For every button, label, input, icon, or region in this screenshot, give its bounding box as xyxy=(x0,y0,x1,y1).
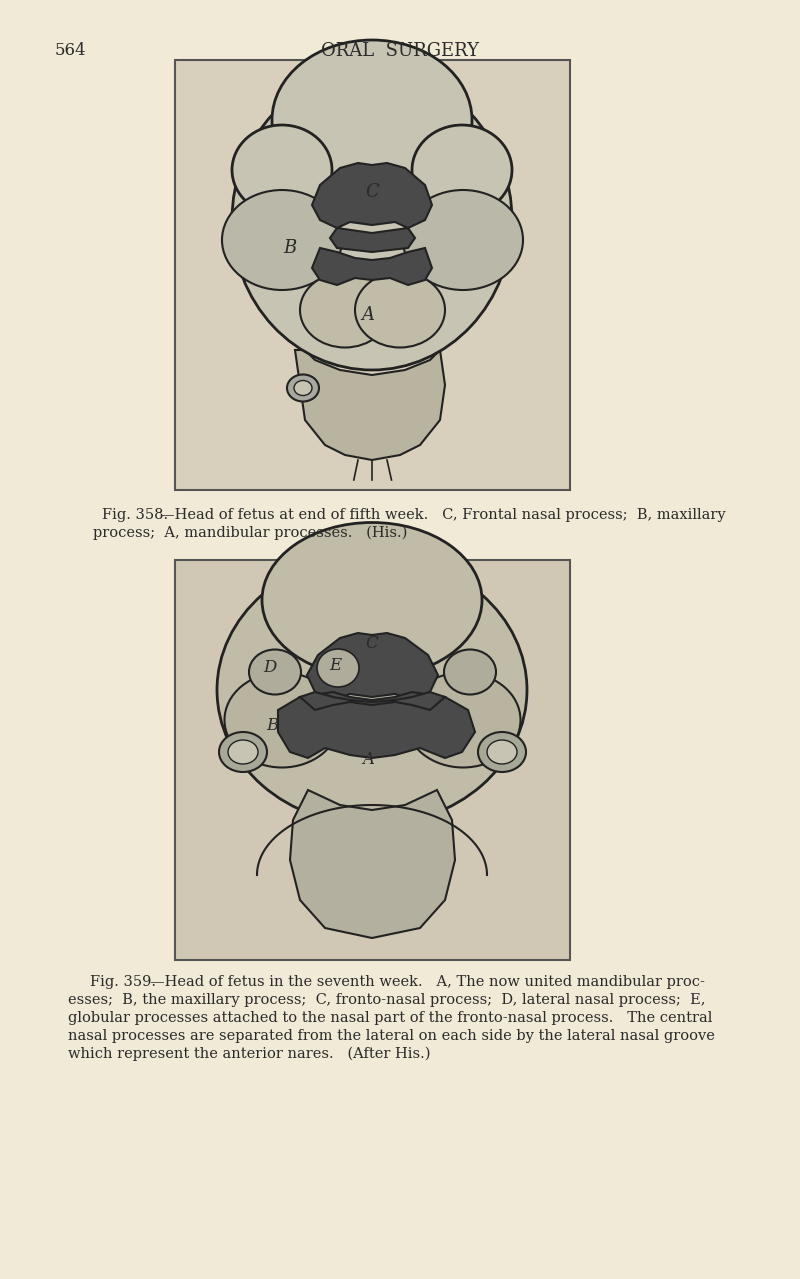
Text: B: B xyxy=(266,716,278,733)
Ellipse shape xyxy=(287,375,319,402)
Polygon shape xyxy=(300,692,445,710)
Polygon shape xyxy=(290,790,455,938)
Ellipse shape xyxy=(222,191,342,290)
Ellipse shape xyxy=(217,555,527,825)
Ellipse shape xyxy=(228,741,258,764)
Ellipse shape xyxy=(219,732,267,773)
Text: D: D xyxy=(263,660,277,677)
Text: ORAL  SURGERY: ORAL SURGERY xyxy=(321,42,479,60)
Ellipse shape xyxy=(478,732,526,773)
Ellipse shape xyxy=(355,272,445,348)
Polygon shape xyxy=(307,633,438,700)
Ellipse shape xyxy=(232,125,332,215)
Text: C: C xyxy=(366,634,378,651)
Ellipse shape xyxy=(225,673,339,767)
Text: A: A xyxy=(362,752,374,769)
Text: B: B xyxy=(283,239,297,257)
Text: process;  A, mandibular processes.   (His.): process; A, mandibular processes. (His.) xyxy=(93,526,407,541)
Text: —Head of fetus in the seventh week.   A, The now united mandibular proc-: —Head of fetus in the seventh week. A, T… xyxy=(150,975,705,989)
FancyBboxPatch shape xyxy=(175,560,570,961)
FancyBboxPatch shape xyxy=(175,60,570,490)
Polygon shape xyxy=(330,228,415,252)
Text: Fig. 358.: Fig. 358. xyxy=(102,508,168,522)
Ellipse shape xyxy=(249,650,301,694)
Text: A: A xyxy=(362,306,374,324)
Ellipse shape xyxy=(412,125,512,215)
Text: esses;  B, the maxillary process;  C, fronto-nasal process;  D, lateral nasal pr: esses; B, the maxillary process; C, fron… xyxy=(68,993,706,1007)
Ellipse shape xyxy=(262,523,482,678)
Text: nasal processes are separated from the lateral on each side by the lateral nasal: nasal processes are separated from the l… xyxy=(68,1030,715,1042)
Ellipse shape xyxy=(232,70,512,370)
Text: globular processes attached to the nasal part of the fronto-nasal process.   The: globular processes attached to the nasal… xyxy=(68,1010,712,1024)
Ellipse shape xyxy=(444,650,496,694)
Text: —Head of fetus at end of fifth week.   C, Frontal nasal process;  B, maxillary: —Head of fetus at end of fifth week. C, … xyxy=(160,508,726,522)
Ellipse shape xyxy=(317,648,359,687)
Text: Fig. 359.: Fig. 359. xyxy=(90,975,156,989)
Ellipse shape xyxy=(406,673,521,767)
Ellipse shape xyxy=(294,380,312,395)
Polygon shape xyxy=(312,162,432,228)
Ellipse shape xyxy=(300,272,390,348)
Text: E: E xyxy=(329,656,341,674)
Text: C: C xyxy=(365,183,379,201)
Ellipse shape xyxy=(487,741,517,764)
Text: 564: 564 xyxy=(55,42,86,59)
Ellipse shape xyxy=(403,191,523,290)
Polygon shape xyxy=(295,350,445,460)
Polygon shape xyxy=(278,692,475,758)
Polygon shape xyxy=(312,248,432,285)
Text: which represent the anterior nares.   (After His.): which represent the anterior nares. (Aft… xyxy=(68,1048,430,1062)
Ellipse shape xyxy=(272,40,472,200)
